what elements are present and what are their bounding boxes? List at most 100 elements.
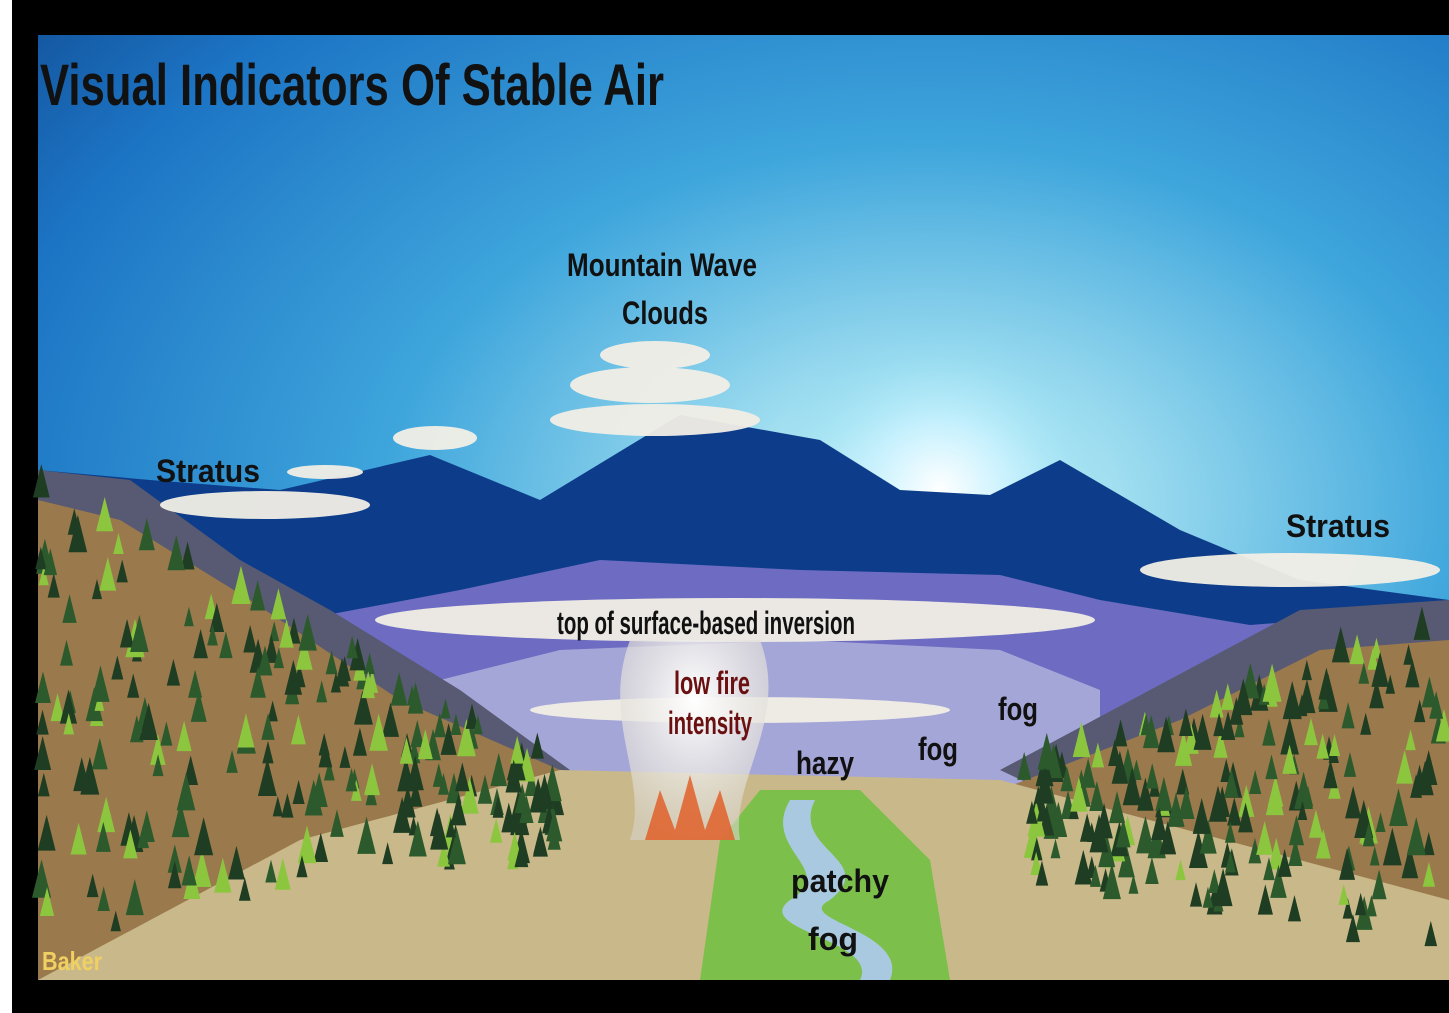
tree — [111, 655, 124, 680]
tree — [1221, 683, 1235, 710]
tree — [192, 849, 212, 888]
wave-cloud — [550, 404, 760, 436]
tree — [1159, 820, 1177, 855]
tree — [316, 680, 328, 703]
tree — [60, 639, 73, 666]
tree — [382, 842, 394, 865]
tree — [345, 768, 358, 792]
tree — [243, 624, 258, 653]
tree — [152, 754, 164, 777]
tree — [1136, 815, 1155, 854]
tree — [1287, 895, 1302, 922]
tree — [1091, 742, 1105, 768]
tree — [32, 463, 50, 498]
tree — [181, 855, 197, 886]
tree — [297, 825, 317, 864]
tree — [1142, 714, 1160, 749]
tree — [1308, 809, 1324, 838]
tree — [501, 802, 517, 833]
tree — [1358, 662, 1370, 684]
tree — [1385, 674, 1396, 694]
tree — [310, 772, 328, 808]
tree — [184, 606, 194, 627]
tree — [1288, 814, 1305, 846]
tree — [514, 839, 529, 868]
tree — [86, 873, 99, 898]
tree — [272, 796, 283, 817]
tree — [193, 629, 208, 659]
forest — [31, 463, 1449, 947]
label: Clouds — [622, 295, 708, 331]
tree — [1369, 846, 1380, 866]
tree — [1220, 710, 1236, 740]
tree — [1280, 717, 1299, 755]
tree — [524, 769, 539, 797]
tree — [514, 783, 530, 814]
tree — [274, 857, 291, 890]
tree — [1396, 749, 1414, 784]
tree — [1406, 817, 1426, 856]
tree — [97, 796, 116, 833]
tree — [1188, 830, 1208, 869]
smoke-plume — [620, 640, 769, 840]
tree — [167, 844, 182, 873]
tree — [1256, 820, 1274, 855]
tree — [1262, 718, 1276, 746]
tree — [1297, 800, 1308, 820]
tree — [1422, 831, 1435, 856]
wave-cloud — [570, 367, 730, 403]
tree — [39, 887, 55, 916]
tree — [1157, 716, 1176, 753]
tree — [1175, 859, 1186, 881]
tree — [138, 517, 155, 551]
tree — [31, 859, 52, 898]
tree — [96, 496, 114, 532]
tree — [406, 755, 424, 791]
tree — [1070, 776, 1088, 812]
tree — [1115, 818, 1131, 848]
stratus-cloud — [287, 465, 363, 479]
tree — [267, 700, 278, 722]
tree — [1036, 797, 1049, 822]
tree — [1301, 659, 1312, 681]
tree — [68, 514, 88, 553]
tree — [1282, 680, 1302, 720]
tree — [228, 845, 245, 880]
tree — [1213, 868, 1233, 907]
tree — [43, 548, 58, 576]
tree — [433, 712, 446, 738]
tree — [250, 665, 266, 698]
tree — [166, 658, 181, 686]
tree — [1339, 847, 1356, 880]
tree — [1113, 719, 1128, 747]
tree — [95, 821, 111, 852]
tree — [1035, 767, 1054, 804]
tree — [1208, 869, 1221, 894]
tree — [490, 752, 508, 787]
tree — [125, 878, 144, 916]
tree — [1371, 869, 1387, 900]
tree — [346, 635, 358, 659]
label: low fire — [674, 665, 750, 701]
tree — [110, 910, 121, 932]
tree — [1263, 857, 1275, 881]
tree — [298, 613, 317, 651]
tree — [352, 727, 367, 756]
tree — [219, 631, 233, 659]
tree — [264, 634, 279, 663]
tree — [1424, 920, 1438, 947]
tree — [176, 772, 196, 811]
tree — [1224, 821, 1236, 843]
tree — [1422, 862, 1436, 887]
tree — [1238, 784, 1255, 817]
tree — [369, 713, 388, 751]
tree — [1375, 812, 1386, 832]
tree — [1367, 647, 1379, 670]
tree — [445, 817, 456, 838]
tree — [1371, 651, 1389, 687]
tree — [113, 533, 124, 554]
tree — [1355, 892, 1367, 916]
tree — [410, 719, 425, 748]
tree — [1234, 678, 1253, 716]
